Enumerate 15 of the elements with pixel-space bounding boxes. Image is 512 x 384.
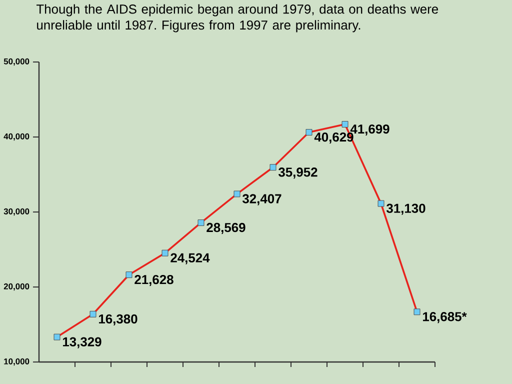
y-tick-label: 40,000 — [4, 133, 30, 141]
y-tick-label: 10,000 — [4, 358, 30, 366]
data-label: 16,380 — [98, 314, 138, 326]
data-label: 16,685* — [422, 312, 467, 324]
y-tick-label: 50,000 — [4, 58, 30, 66]
data-label: 13,329 — [62, 337, 102, 348]
data-label: 24,524 — [170, 253, 210, 264]
data-label: 35,952 — [278, 168, 318, 179]
chart-title: Though the AIDS epidemic began around 1979, data on deaths were unreliable until 1987. Figures from 1997 are preliminary. — [36, 4, 438, 32]
data-label: 32,407 — [242, 194, 282, 206]
y-tick-label: 20,000 — [4, 283, 30, 291]
data-label: 28,569 — [206, 222, 246, 234]
data-label: 31,130 — [386, 204, 426, 215]
y-tick-label: 30,000 — [4, 208, 30, 216]
data-label: 21,628 — [134, 274, 174, 286]
